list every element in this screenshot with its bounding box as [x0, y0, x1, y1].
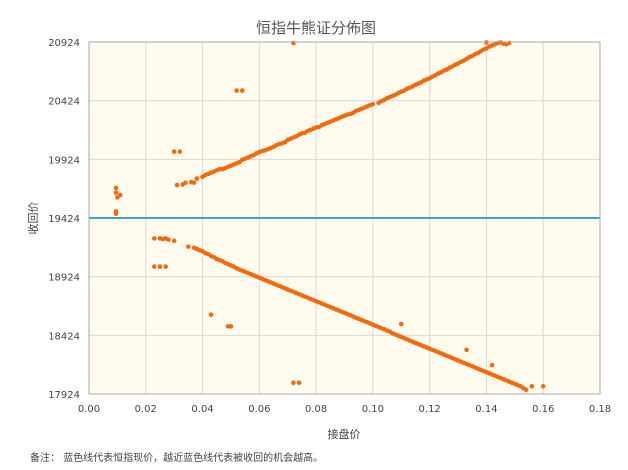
data-point: [240, 88, 245, 93]
data-point: [228, 324, 234, 329]
data-point: [489, 362, 495, 368]
data-point: [163, 264, 168, 269]
x-tick-label: 0.16: [532, 404, 554, 415]
x-axis-ticks: 0.00 0.02 0.04 0.06 0.08 0.10 0.12 0.14 0.16 0.18: [78, 404, 611, 415]
x-tick-label: 0.12: [419, 404, 441, 415]
data-point: [464, 347, 469, 353]
note-label: 备注：: [30, 453, 60, 464]
data-point: [529, 383, 535, 389]
data-point: [174, 182, 180, 188]
x-tick-label: 0.10: [362, 404, 384, 415]
y-tick-label: 17924: [48, 390, 80, 401]
y-tick-label: 18424: [48, 331, 80, 342]
chart-note: 备注： 蓝色线代表恒指现价，越近蓝色线代表被收回的机会越高。: [30, 449, 323, 464]
data-point: [157, 264, 163, 269]
x-tick-label: 0.00: [78, 404, 100, 415]
data-point: [113, 185, 119, 191]
data-point: [523, 387, 529, 393]
data-point: [398, 321, 404, 327]
y-tick-label: 20424: [48, 97, 80, 108]
data-point: [191, 180, 197, 185]
data-point: [370, 101, 376, 107]
plot-frame: [88, 41, 601, 395]
y-axis-ticks: 17924 18424 18924 19424 19924 20424 20924: [48, 38, 80, 401]
data-point: [177, 149, 183, 154]
x-tick-label: 0.18: [589, 404, 611, 415]
data-point: [151, 264, 157, 269]
data-point: [151, 236, 157, 241]
data-point: [234, 88, 239, 93]
data-point: [186, 244, 191, 249]
data-point: [194, 176, 200, 181]
data-point: [291, 380, 296, 386]
x-tick-label: 0.02: [135, 404, 157, 415]
y-tick-label: 20924: [48, 38, 80, 49]
data-point: [291, 40, 296, 46]
data-point: [117, 192, 123, 198]
data-point: [113, 211, 119, 217]
data-point: [208, 312, 214, 317]
x-tick-label: 0.06: [248, 404, 270, 415]
data-point: [171, 238, 177, 244]
x-axis-label: 接盘价: [328, 427, 361, 441]
chart-title: 恒指牛熊证分佈图: [256, 19, 376, 37]
x-tick-label: 0.04: [191, 404, 213, 415]
x-tick-label: 0.14: [475, 404, 497, 415]
note-text: 蓝色线代表恒指现价，越近蓝色线代表被收回的机会越高。: [63, 453, 324, 464]
x-tick-label: 0.08: [305, 404, 327, 415]
data-points: [113, 40, 546, 393]
data-point: [166, 237, 171, 242]
data-point: [296, 380, 302, 386]
y-tick-label: 19924: [48, 155, 80, 166]
data-point: [540, 383, 546, 389]
data-point: [506, 40, 512, 46]
y-tick-label: 18924: [48, 273, 80, 284]
y-axis-label: 收回价: [26, 202, 40, 235]
data-point: [113, 190, 119, 195]
y-tick-label: 19424: [48, 214, 80, 225]
data-point: [183, 180, 188, 185]
data-point: [171, 149, 177, 154]
